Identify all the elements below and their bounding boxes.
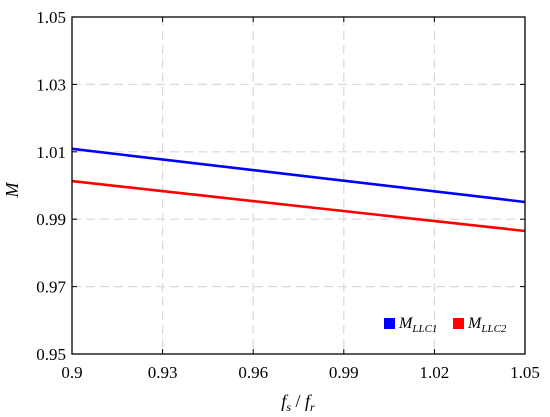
- x-tick-label: 1.02: [420, 363, 450, 382]
- legend-label-llc1: MLLC1: [398, 315, 437, 335]
- x-tick-label: 0.9: [61, 363, 82, 382]
- plot-frame: [71, 16, 526, 355]
- x-tick-label: 0.99: [329, 363, 359, 382]
- y-axis-label: M: [2, 182, 22, 199]
- y-tick-label: 0.95: [36, 345, 66, 364]
- y-tick-label: 1.05: [36, 8, 66, 27]
- series-line-llc1: [71, 147, 526, 204]
- legend-swatch-llc2: [453, 318, 464, 329]
- y-tick-label: 1.03: [36, 75, 66, 94]
- y-tick-label: 1.01: [36, 143, 66, 162]
- legend-label-llc2: MLLC2: [467, 315, 507, 335]
- y-tick-label: 0.99: [36, 210, 66, 229]
- x-tick-label: 0.96: [238, 363, 268, 382]
- y-tick-label: 0.97: [36, 278, 66, 297]
- series-line-llc2: [71, 179, 526, 233]
- legend-swatch-llc1: [384, 318, 395, 329]
- series-lines: [71, 147, 526, 233]
- grid: [72, 17, 525, 354]
- x-tick-label: 0.93: [148, 363, 178, 382]
- x-tick-label: 1.05: [510, 363, 540, 382]
- legend: MLLC1 MLLC2: [384, 315, 507, 335]
- axis-ticks: 0.9 0.93 0.96 0.99 1.02 1.05 0.95 0.97 0.99 1.01 1…: [36, 8, 540, 382]
- x-axis-label: fs / fr: [281, 391, 315, 414]
